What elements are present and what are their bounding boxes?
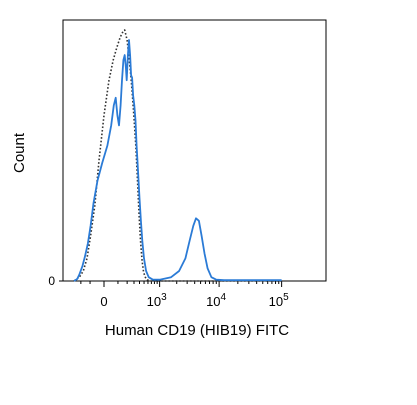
x-tick-label-3: 105	[269, 292, 289, 309]
x-tick-exponent-2: 4	[221, 292, 227, 303]
x-tick-label-2: 104	[206, 292, 226, 309]
y-tick-label-0: 0	[48, 274, 55, 288]
series-line-1	[73, 39, 282, 282]
x-tick-exponent-1: 3	[161, 292, 167, 303]
y-axis-label: Count	[11, 132, 28, 173]
x-tick-label-0: 0	[100, 294, 107, 309]
x-axis-label: Human CD19 (HIB19) FITC	[105, 322, 289, 339]
x-tick-label-1: 103	[147, 292, 167, 309]
plot-frame	[62, 19, 327, 282]
x-tick-exponent-3: 5	[283, 292, 289, 303]
